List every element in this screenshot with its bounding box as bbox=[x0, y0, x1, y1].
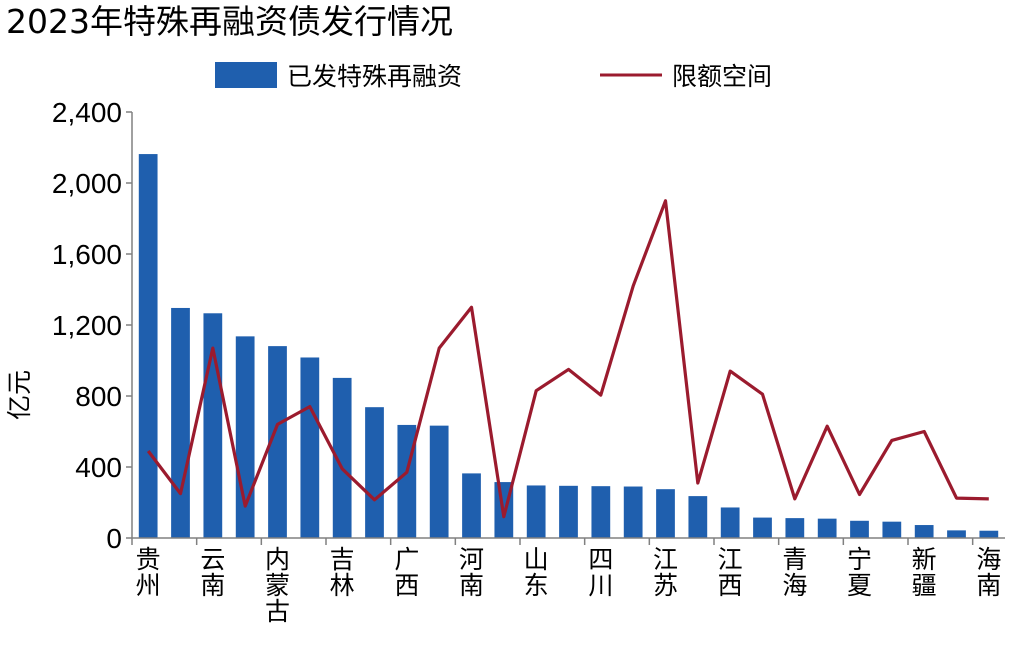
legend-bar-swatch bbox=[215, 62, 277, 88]
bar bbox=[591, 486, 611, 538]
bar bbox=[332, 377, 352, 538]
bar bbox=[300, 357, 320, 538]
y-tick-label: 1,200 bbox=[52, 310, 122, 341]
y-tick-label: 800 bbox=[75, 381, 122, 412]
y-tick-label: 2,400 bbox=[52, 97, 122, 128]
x-tick-label: 吉林 bbox=[330, 545, 355, 600]
line-series-limit-space bbox=[146, 199, 989, 519]
bar bbox=[138, 154, 158, 538]
bar bbox=[947, 530, 966, 538]
x-tick-label: 四川 bbox=[588, 545, 613, 600]
bar bbox=[462, 473, 481, 538]
bar bbox=[882, 521, 902, 538]
bar bbox=[979, 530, 999, 538]
y-axis: 0 400 800 1,200 1,600 2,000 2,400 bbox=[52, 97, 133, 554]
x-tick-label: 山东 bbox=[524, 545, 549, 600]
bar bbox=[365, 407, 384, 538]
bars-layer bbox=[138, 154, 999, 538]
bar bbox=[656, 489, 675, 538]
bar bbox=[914, 525, 934, 538]
bar bbox=[429, 425, 449, 538]
legend-bar-label: 已发特殊再融资 bbox=[287, 62, 462, 91]
bar bbox=[850, 520, 869, 538]
y-axis-label: 亿元 bbox=[5, 370, 34, 420]
x-tick-label: 青海 bbox=[782, 545, 807, 600]
x-tick-label: 海南 bbox=[976, 545, 1001, 600]
y-tick-label: 2,000 bbox=[52, 168, 122, 199]
bar bbox=[753, 517, 772, 538]
bar bbox=[623, 486, 643, 538]
x-tick-label: 云南 bbox=[200, 545, 225, 600]
legend-line-label: 限额空间 bbox=[672, 62, 772, 91]
line-layer bbox=[146, 199, 989, 519]
legend: 已发特殊再融资 限额空间 bbox=[215, 62, 772, 91]
x-tick-label: 贵州 bbox=[136, 545, 161, 600]
bar bbox=[559, 485, 578, 538]
bar bbox=[171, 307, 190, 538]
bar bbox=[235, 336, 255, 538]
x-tick-label: 宁夏 bbox=[847, 545, 872, 600]
y-tick-label: 400 bbox=[75, 452, 122, 483]
x-tick-label: 江西 bbox=[718, 545, 743, 600]
x-tick-label: 内蒙古 bbox=[265, 545, 290, 626]
chart-title: 2023年特殊再融资债发行情况 bbox=[6, 2, 453, 41]
bar bbox=[268, 346, 287, 538]
x-tick-label: 河南 bbox=[459, 545, 484, 600]
x-tick-label: 广西 bbox=[394, 545, 419, 600]
y-tick-label: 1,600 bbox=[52, 239, 122, 270]
bar bbox=[817, 518, 837, 538]
x-tick-label: 新疆 bbox=[912, 545, 937, 600]
bar bbox=[785, 518, 805, 538]
x-tick-label: 江苏 bbox=[653, 545, 678, 600]
bar bbox=[526, 485, 546, 538]
bar bbox=[720, 507, 740, 538]
y-tick-label: 0 bbox=[106, 523, 122, 554]
bar bbox=[688, 496, 708, 538]
